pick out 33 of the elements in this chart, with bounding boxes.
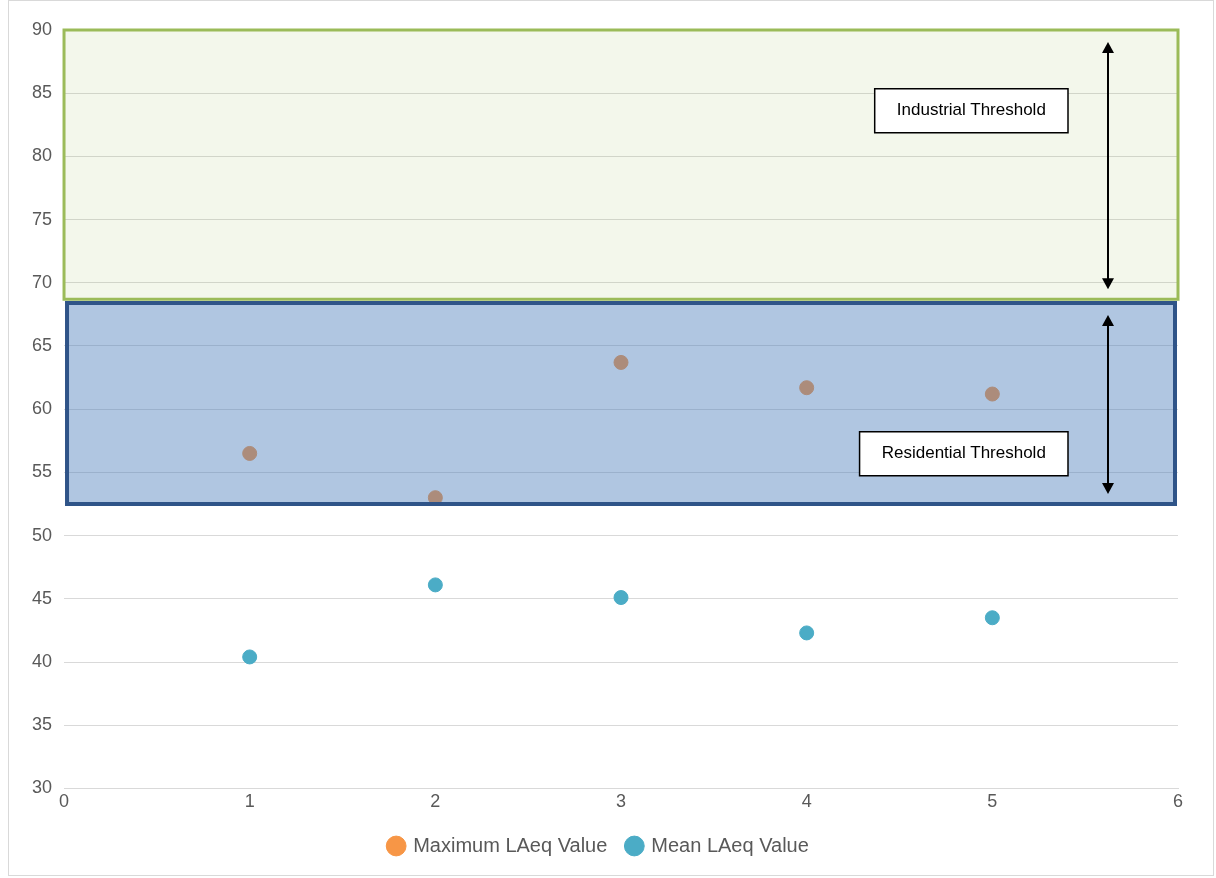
x-tick-label: 3	[616, 791, 627, 812]
y-tick-label: 80	[31, 145, 53, 166]
y-tick-label: 75	[31, 208, 53, 229]
y-tick-label: 30	[31, 777, 53, 798]
x-tick-label: 1	[244, 791, 255, 812]
point	[242, 649, 258, 665]
y-tick-label: 65	[31, 334, 53, 355]
point	[799, 625, 815, 641]
point	[613, 590, 629, 606]
band-label: Residential Threshold	[881, 443, 1046, 463]
x-tick-label: 5	[987, 791, 998, 812]
legend-label: Mean LAeq Value	[651, 833, 809, 856]
x-tick-label: 6	[1172, 791, 1184, 812]
x-tick-label: 2	[430, 791, 441, 812]
y-tick-label: 60	[31, 398, 53, 419]
y-tick-label: 70	[31, 271, 53, 292]
y-tick-label: 35	[31, 714, 53, 735]
x-tick-label: 0	[59, 791, 70, 812]
point	[799, 380, 815, 396]
y-tick-label: 45	[31, 587, 53, 608]
point	[984, 386, 1000, 402]
legend-label: Maximum LAeq Value	[413, 833, 608, 856]
y-tick-label: 55	[31, 461, 53, 482]
y-tick-label: 40	[31, 650, 53, 671]
band-label: Industrial Threshold	[896, 100, 1046, 120]
point	[242, 445, 258, 461]
point	[984, 610, 1000, 626]
y-tick-label: 85	[31, 82, 53, 103]
point	[427, 577, 443, 593]
x-tick-label: 4	[801, 791, 812, 812]
y-tick-label: 90	[31, 18, 53, 39]
point	[613, 354, 629, 370]
y-tick-label: 50	[31, 524, 53, 545]
